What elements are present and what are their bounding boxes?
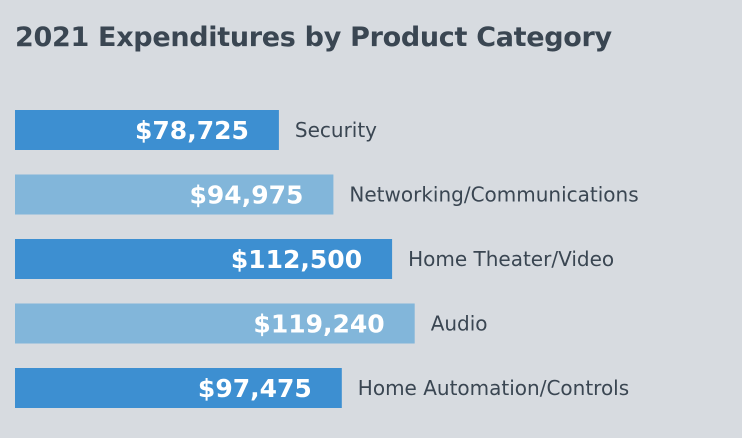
bar-5 (15, 368, 342, 408)
bar-value-label: $78,725 (135, 116, 249, 145)
bar-value-label: $97,475 (198, 374, 312, 403)
bar-value-label: $119,240 (253, 310, 384, 339)
bar-1 (15, 110, 279, 150)
category-label: Audio (431, 312, 488, 336)
chart-title: 2021 Expenditures by Product Category (15, 22, 612, 53)
category-label: Home Theater/Video (408, 247, 614, 271)
bar-value-label: $112,500 (231, 245, 362, 274)
bar-value-label: $94,975 (190, 181, 304, 210)
bar-4 (15, 303, 415, 344)
bar-2 (15, 174, 334, 215)
category-label: Networking/Communications (349, 183, 638, 207)
bar-3 (15, 239, 393, 279)
category-label: Home Automation/Controls (358, 376, 629, 400)
category-label: Security (295, 118, 377, 142)
